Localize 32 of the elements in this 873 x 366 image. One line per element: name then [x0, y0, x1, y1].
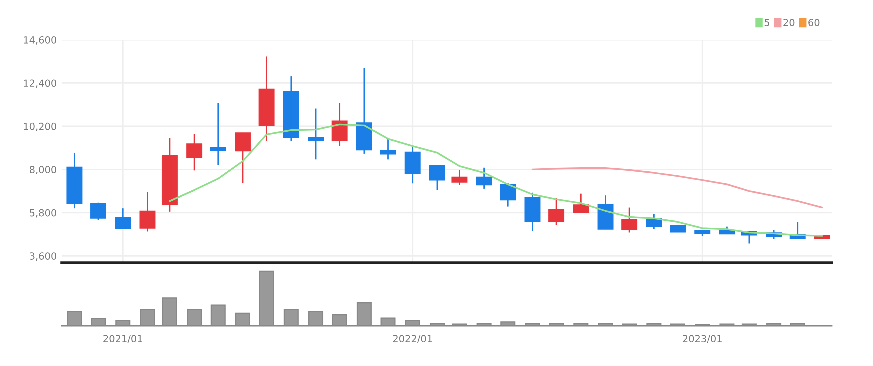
- candlestick: [429, 165, 446, 191]
- y-tick-label: 14,600: [24, 36, 56, 45]
- candlestick: [380, 138, 396, 160]
- candlestick: [622, 207, 638, 234]
- y-tick-label: 5,800: [30, 209, 56, 218]
- candlestick: [548, 198, 565, 226]
- candlestick: [476, 167, 492, 190]
- y-tick-label: 3,600: [30, 252, 56, 261]
- legend-label: 60: [808, 19, 820, 26]
- x-tick-label: 2023/01: [683, 335, 722, 344]
- candlestick: [90, 202, 107, 221]
- candlestick: [210, 102, 226, 166]
- y-tick-label: 10,200: [24, 122, 56, 132]
- candlestick: [404, 146, 421, 184]
- candlestick: [162, 137, 178, 213]
- legend-label: 20: [784, 19, 795, 26]
- candlestick: [524, 192, 541, 232]
- candlestick: [258, 56, 275, 142]
- candlestick: [694, 229, 711, 237]
- line-series: [532, 167, 824, 209]
- y-tick-label: 8,000: [30, 166, 56, 174]
- candlestick: [235, 132, 251, 184]
- legend-label: 5: [764, 19, 770, 26]
- candlestick: [115, 208, 132, 230]
- candlestick: [308, 108, 324, 160]
- candlestick: [140, 192, 156, 232]
- x-tick-label: 2022/01: [393, 335, 432, 344]
- y-tick-label: 12,400: [24, 80, 56, 88]
- candlestick: [66, 152, 83, 210]
- candlestick: [452, 170, 468, 186]
- x-tick-label: 2021/01: [104, 335, 142, 344]
- candlestick: [186, 133, 203, 172]
